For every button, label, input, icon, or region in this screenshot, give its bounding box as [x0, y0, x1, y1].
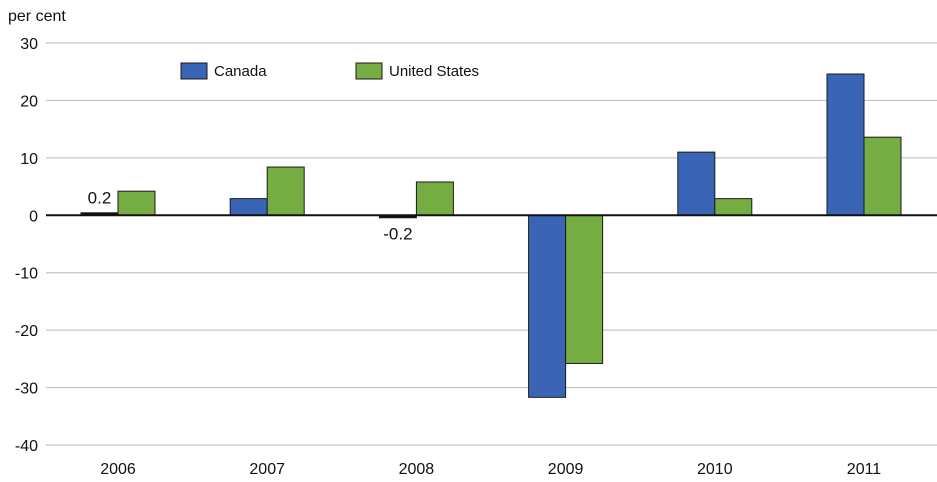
y-tick-label-30: -30 — [15, 381, 38, 398]
x-tick-label-2007: 2007 — [249, 461, 285, 478]
x-tick-label-2010: 2010 — [697, 461, 733, 478]
data-labels: 0.2 -0.2 — [88, 188, 413, 243]
x-tick-label-2006: 2006 — [100, 461, 136, 478]
y-axis-ticks: 30 20 10 0 -10 -20 -30 -40 — [15, 36, 38, 455]
y-tick-label-0: 0 — [29, 208, 38, 225]
bar-united-states-2009 — [565, 214, 604, 364]
x-tick-label-2011: 2011 — [847, 461, 882, 478]
y-tick-label-30: 30 — [20, 36, 38, 53]
legend: Canada United States — [180, 62, 479, 80]
x-tick-label-2008: 2008 — [399, 461, 435, 478]
y-tick-label-20: -20 — [15, 323, 38, 340]
y-tick-label-40: -40 — [15, 438, 38, 455]
x-axis-ticks: 2006 2007 2008 2009 2010 2011 — [100, 461, 881, 478]
legend-label-canada: Canada — [214, 63, 267, 80]
bar-canada-2011 — [826, 73, 865, 216]
bar-canada-2007 — [229, 198, 268, 216]
gridlines — [46, 42, 937, 446]
y-tick-label-20: 20 — [20, 93, 38, 110]
bar-united-states-2006 — [117, 190, 156, 216]
legend-label-united-states: United States — [389, 63, 479, 80]
bar-canada-2009 — [528, 214, 567, 398]
legend-swatch-united-states — [355, 62, 383, 80]
bars — [80, 73, 902, 398]
bar-canada-2010 — [677, 151, 716, 216]
legend-swatch-canada — [180, 62, 208, 80]
bar-united-states-2007 — [266, 166, 305, 216]
data-label-canada-2008: -0.2 — [383, 224, 412, 243]
bar-united-states-2008 — [415, 181, 454, 216]
bar-united-states-2011 — [863, 136, 902, 216]
y-tick-label-10: 10 — [20, 151, 38, 168]
x-tick-label-2009: 2009 — [548, 461, 584, 478]
y-tick-label-10: -10 — [15, 266, 38, 283]
bar-united-states-2010 — [714, 198, 753, 216]
data-label-canada-2006: 0.2 — [88, 188, 112, 207]
y-axis-unit-label: per cent — [8, 8, 66, 25]
